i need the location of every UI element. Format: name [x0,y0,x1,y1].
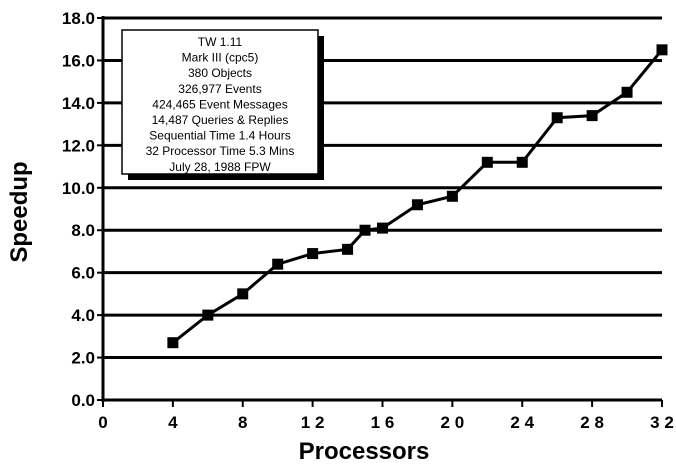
data-point [551,112,563,124]
y-tick-label: 6.0 [71,264,95,283]
x-tick-labels: 0 4 8 1 2 1 6 2 0 2 4 2 8 3 2 [98,413,674,432]
x-tick-label: 2 4 [510,413,534,432]
data-point [202,309,214,321]
info-box-line: 14,487 Queries & Replies [152,113,289,127]
y-tick-label: 10.0 [62,179,95,198]
y-tick-label: 12.0 [62,136,95,155]
data-point [307,248,319,260]
x-tick-label: 4 [168,413,178,432]
data-point [516,156,528,168]
data-point [167,337,179,349]
data-point [586,110,598,122]
data-point [411,199,423,211]
y-tick-label: 14.0 [62,94,95,113]
info-box-line: 380 Objects [188,66,252,80]
data-point [377,222,388,234]
y-tick-labels: 0.0 2.0 4.0 6.0 8.0 10.0 12.0 14.0 16.0 18.0 [62,9,95,410]
info-box-line: 326,977 Events [178,82,261,96]
data-point [446,190,458,202]
x-axis-label: Processors [299,438,430,465]
y-tick-label: 16.0 [62,51,95,70]
data-point [359,224,371,236]
data-point [481,156,493,168]
data-point [237,288,249,300]
info-box-line: Sequential Time 1.4 Hours [149,129,290,143]
x-tick-label: 2 8 [580,413,604,432]
x-tick-label: 1 6 [371,413,395,432]
series-line [171,48,664,344]
x-tick-label: 2 0 [441,413,465,432]
y-tick-label: 8.0 [71,221,95,240]
info-box-frame [121,29,319,175]
x-tick-label: 3 2 [650,413,674,432]
data-point [272,258,284,270]
y-axis-label: Speedup [6,161,33,262]
info-box-line: Mark III (cpc5) [182,51,259,65]
y-tick-label: 4.0 [71,306,95,325]
info-box-line: 424,465 Event Messages [152,97,287,111]
data-series [167,44,668,349]
y-tick-label: 18.0 [62,9,95,28]
data-point [656,44,668,56]
y-tick-label: 0.0 [71,391,95,410]
x-tick-label: 8 [238,413,247,432]
y-tick-label: 2.0 [71,349,95,368]
data-point [342,243,354,255]
info-box-line: July 28, 1988 FPW [169,160,271,174]
x-tick-label: 0 [98,413,107,432]
info-box-line: TW 1.11 [198,35,243,49]
info-box-line: 32 Processor Time 5.3 Mins [146,144,295,158]
axes [97,16,663,407]
run-info-box: TW 1.11 Mark III (cpc5)380 Objects 326,977… [121,29,324,180]
x-tick-label: 1 2 [301,413,325,432]
data-point [621,86,633,98]
